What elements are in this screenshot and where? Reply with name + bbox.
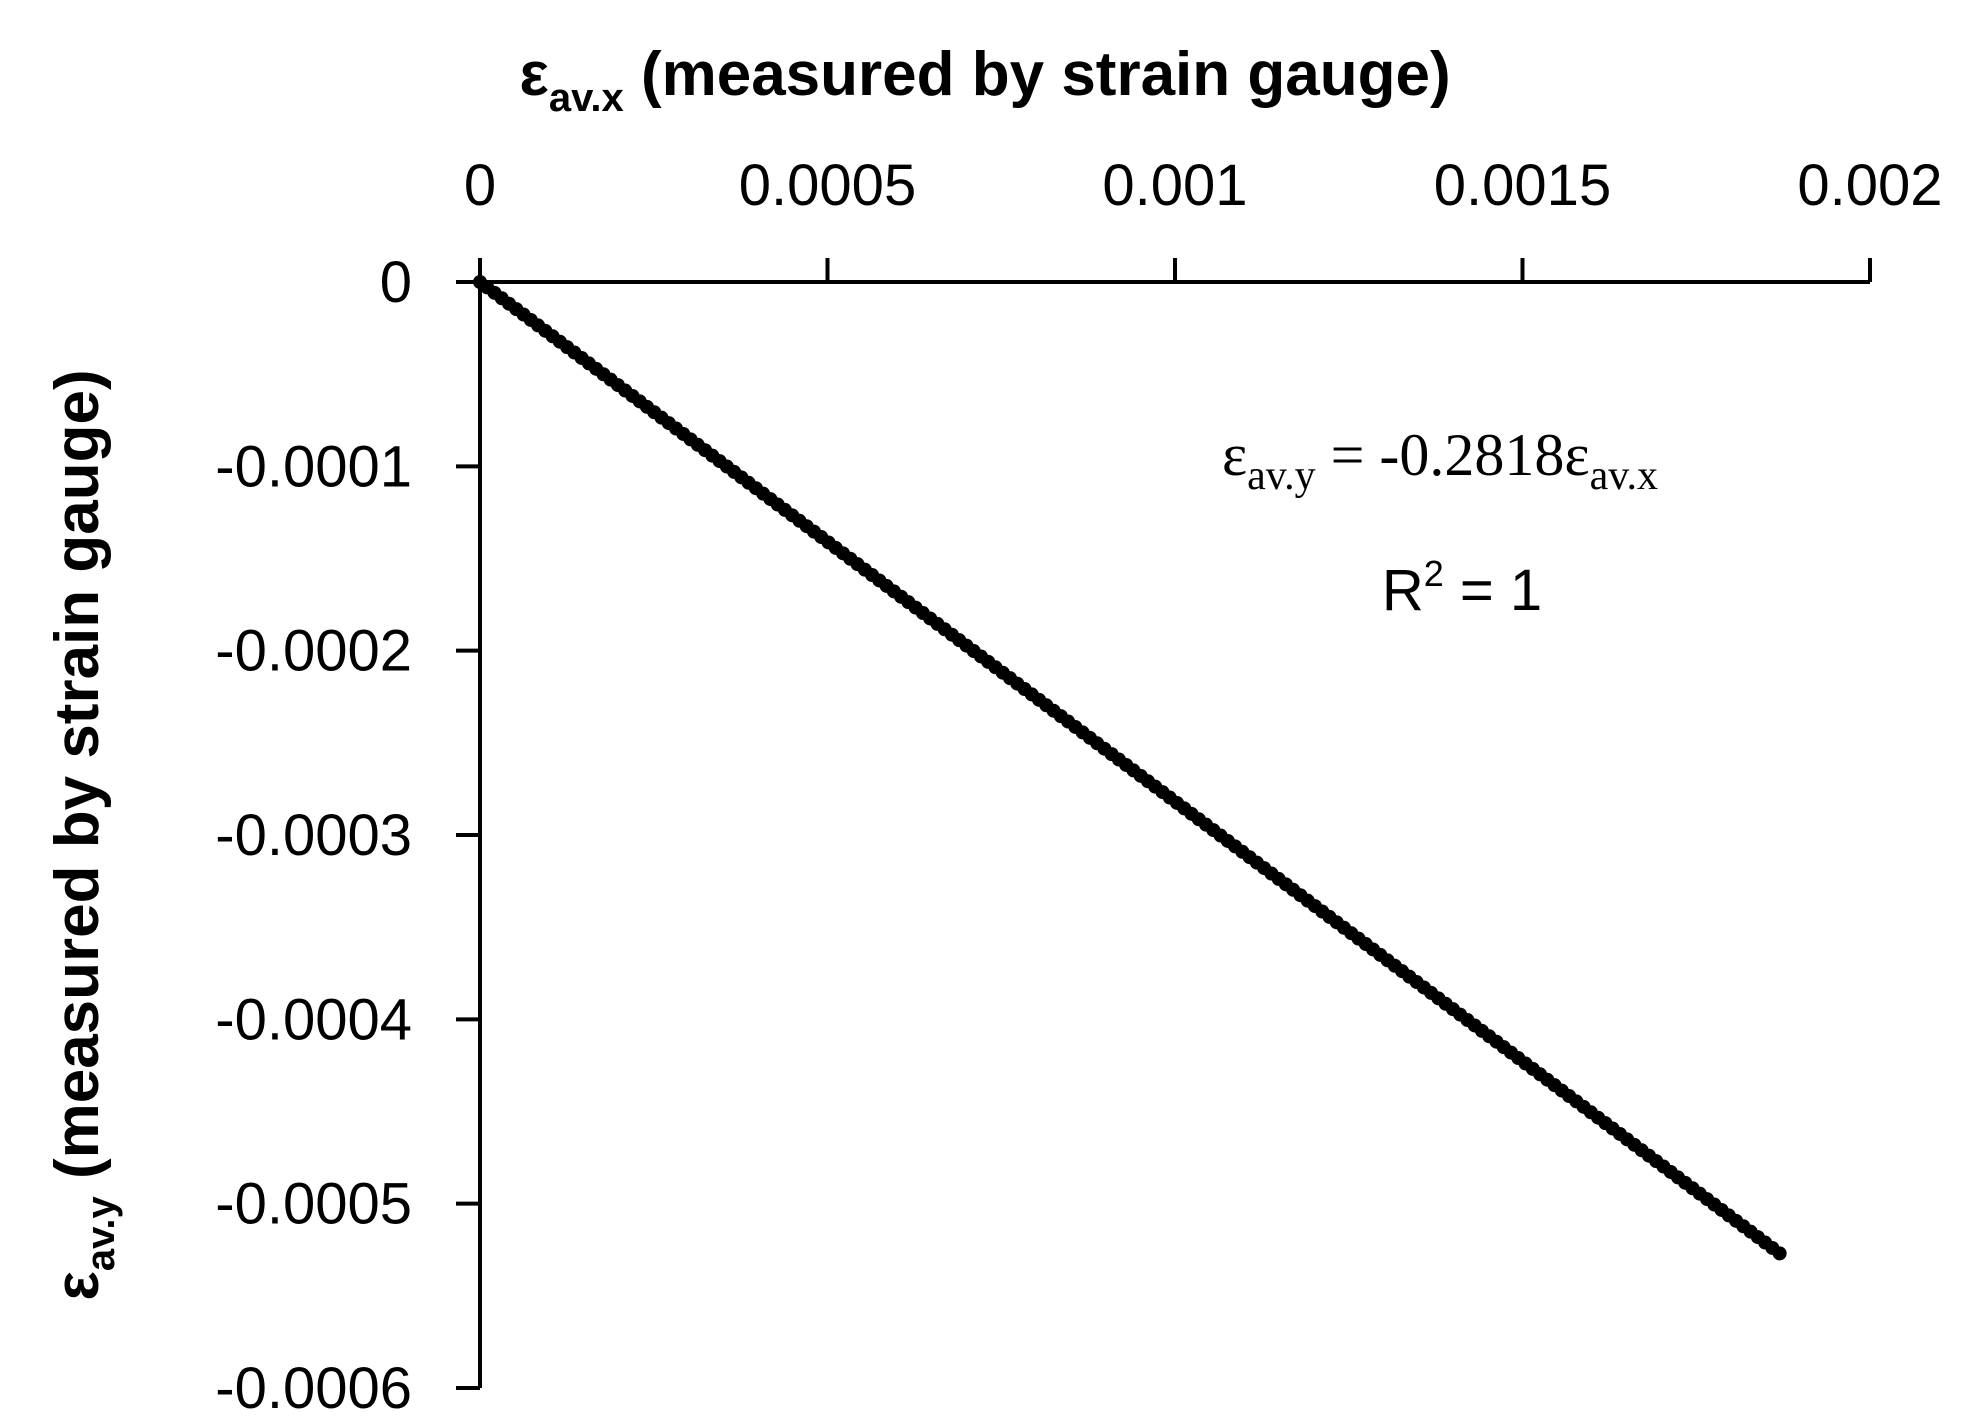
equation-lhs-symbol: ε	[1222, 422, 1247, 488]
trendline-equation: εav.y = -0.2818εav.x	[1222, 422, 1658, 499]
equation-middle: = -0.2818	[1316, 422, 1565, 488]
equation-rhs-subscript: av.x	[1590, 453, 1658, 499]
y-tick-label: -0.0005	[215, 1172, 412, 1237]
equation-lhs-subscript: av.y	[1247, 453, 1315, 499]
x-axis-title: εav.x (measured by strain gauge)	[519, 40, 1450, 120]
y-ticks: 0 -0.0001 -0.0002 -0.0003 -0.0004 -0.0005 -0.0…	[215, 250, 480, 1421]
x-tick-label: 0.001	[1102, 153, 1247, 218]
y-axis-title-subscript: av.y	[79, 1196, 123, 1272]
x-tick-label: 0.002	[1797, 153, 1942, 218]
x-tick-label: 0.0005	[739, 153, 916, 218]
x-axis-title-text: (measured by strain gauge)	[624, 40, 1451, 109]
x-axis-title-subscript: av.x	[549, 76, 624, 120]
x-tick-label: 0	[464, 153, 496, 218]
x-tick-label: 0.0015	[1434, 153, 1611, 218]
x-axis-title-symbol: ε	[519, 40, 548, 109]
r-squared-label: R2 = 1	[1382, 553, 1542, 623]
y-tick-label: 0	[380, 250, 412, 315]
y-axis-title-symbol: ε	[43, 1271, 112, 1300]
y-tick-label: -0.0002	[215, 619, 412, 684]
y-tick-label: -0.0006	[215, 1356, 412, 1421]
x-ticks: 0 0.0005 0.001 0.0015 0.002	[464, 153, 1943, 282]
r-squared-rest: = 1	[1444, 558, 1542, 623]
data-series	[473, 275, 1787, 1261]
y-tick-label: -0.0001	[215, 434, 412, 499]
y-axis-title: εav.y (measured by strain gauge)	[43, 369, 123, 1300]
equation-rhs-symbol: ε	[1564, 422, 1589, 488]
data-point	[1772, 1246, 1787, 1261]
r-squared-exponent: 2	[1424, 553, 1444, 594]
y-tick-label: -0.0003	[215, 803, 412, 868]
y-tick-label: -0.0004	[215, 987, 412, 1052]
r-squared-base: R	[1382, 558, 1424, 623]
y-axis-title-text: (measured by strain gauge)	[43, 369, 112, 1196]
